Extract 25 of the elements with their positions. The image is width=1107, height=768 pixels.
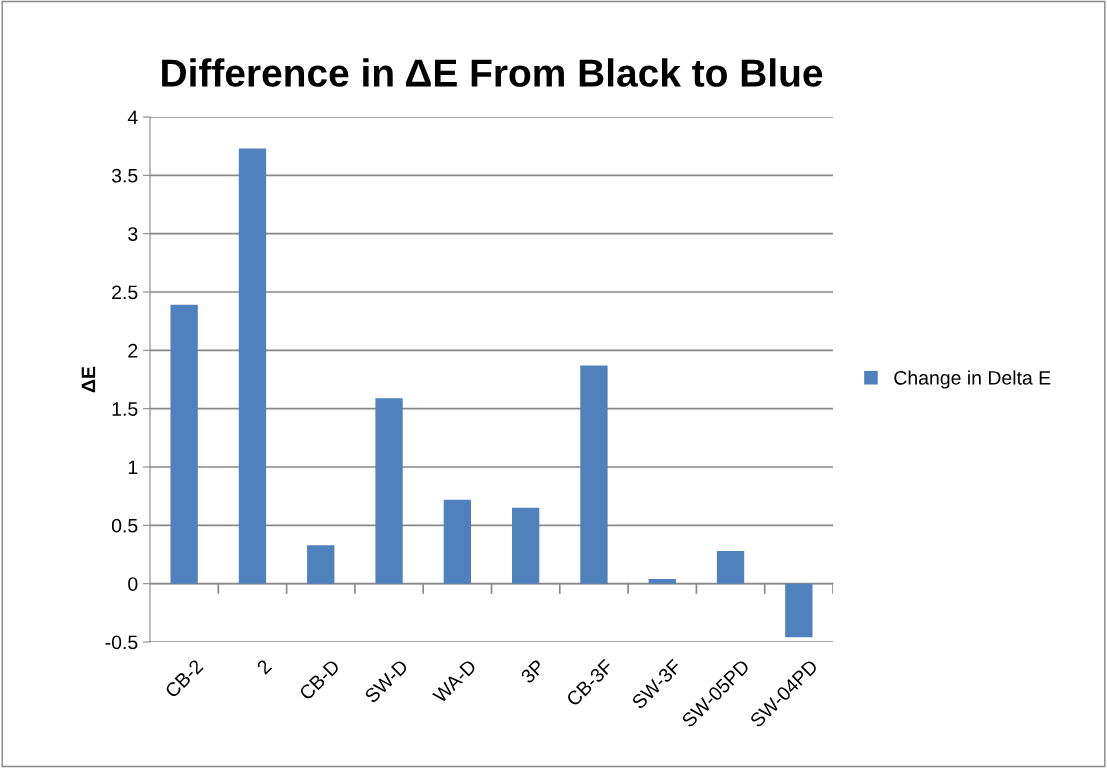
bar [170,304,198,584]
legend-label: Change in Delta E [894,370,1051,389]
bar [580,365,608,584]
y-tick-label: 0.5 [111,518,138,533]
chart-title: Difference in ΔE From Black to Blue [162,58,823,87]
y-tick-label: 2 [128,343,138,358]
x-tick-label: 2 [256,658,272,675]
y-tick-label: 3 [128,227,138,241]
bar [785,583,813,638]
y-tick-label: 1 [128,460,138,475]
y-tick-label: 1.5 [112,402,138,416]
y-tick-label: 2.5 [112,285,138,300]
y-tick-label: 4 [127,110,138,125]
bar [238,148,267,584]
y-tick-label: 0 [128,577,138,591]
bar [511,507,540,584]
y-tick-label: 3.5 [111,168,138,183]
bar [648,579,676,584]
x-tick-label: 3P [519,658,546,685]
bar [443,499,472,584]
bar [307,545,335,584]
bar [375,398,403,584]
y-tick-label: -0.5 [105,635,138,650]
bar [716,551,745,584]
y-axis-title: ΔE [81,366,96,393]
